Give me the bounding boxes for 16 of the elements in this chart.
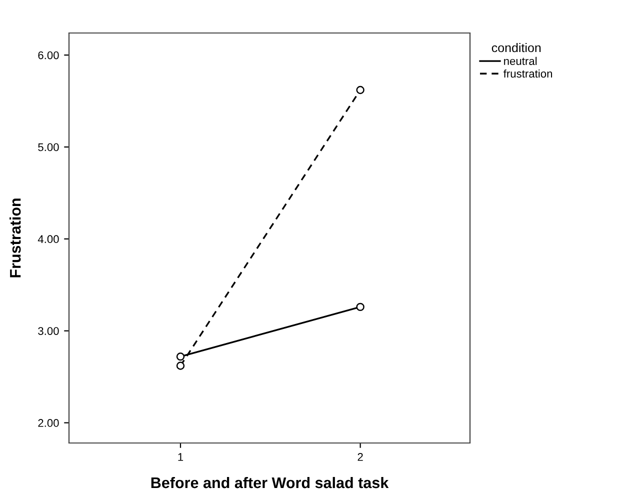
point	[356, 86, 364, 94]
legend-label: neutral	[504, 56, 537, 66]
y-tick-label: 3.00	[38, 327, 59, 335]
y-tick-label: 6.00	[38, 51, 59, 60]
y-tick-label: 5.00	[38, 143, 59, 152]
y-tick-label: 2.00	[38, 419, 59, 427]
point	[176, 352, 185, 361]
y-tick-label: 4.00	[38, 235, 59, 244]
y-axis-title: Frustration	[10, 198, 21, 278]
x-tick-label: 1	[178, 453, 184, 461]
legend-label: frustration	[503, 69, 552, 78]
x-axis-title: Before and after Word salad task	[151, 476, 389, 488]
legend-title: condition	[492, 43, 541, 52]
x-tick-label: 2	[358, 453, 363, 461]
point	[356, 302, 364, 312]
point	[176, 362, 185, 370]
